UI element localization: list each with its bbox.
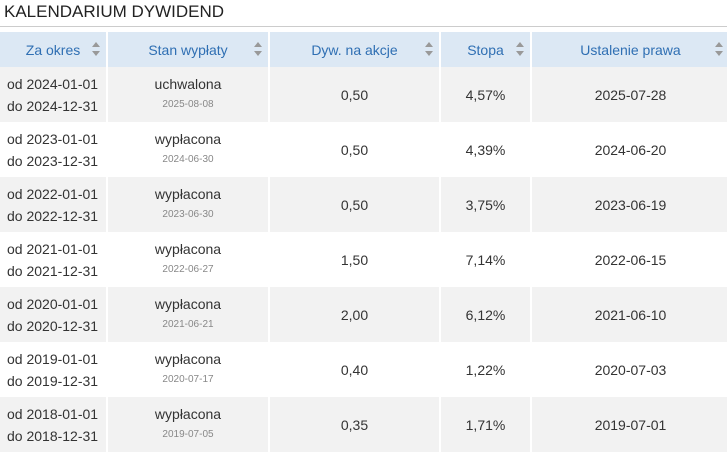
- period-from: od 2024-01-01: [7, 75, 99, 92]
- rate-cell: 1,22%: [465, 361, 506, 378]
- period-cell: od 2024-01-01 do 2024-12-31: [0, 67, 106, 122]
- table-body: od 2024-01-01 do 2024-12-31 uchwalona 2025-…: [0, 67, 727, 452]
- column-header[interactable]: Dyw. na akcje: [270, 32, 439, 67]
- table-row: od 2023-01-01 do 2023-12-31 wypłacona 2024-…: [0, 122, 727, 177]
- status-cell: wypłacona 2022-06-27: [108, 232, 268, 287]
- status: wypłacona: [154, 241, 222, 257]
- status-date: 2023-06-30: [162, 209, 214, 220]
- status: wypłacona: [154, 186, 222, 202]
- dividend-cell: 1,50: [340, 251, 369, 268]
- rate-cell: 7,14%: [465, 251, 506, 268]
- status-date: 2022-06-27: [162, 264, 214, 275]
- table-row: od 2021-01-01 do 2021-12-31 wypłacona 2022-…: [0, 232, 727, 287]
- period-cell: od 2023-01-01 do 2023-12-31: [0, 122, 106, 177]
- period-cell: od 2018-01-01 do 2018-12-31: [0, 397, 106, 452]
- dividend-cell: 2,00: [270, 287, 439, 342]
- header-row: Za okres Stan wypłaty Dyw. na akcje Stopa Us…: [0, 32, 727, 67]
- record-date-cell: 2023-06-19: [532, 177, 727, 232]
- sort-icon[interactable]: [715, 42, 723, 56]
- status-date: 2025-08-08: [162, 99, 214, 110]
- table-row: od 2020-01-01 do 2020-12-31 wypłacona 2021-…: [0, 287, 727, 342]
- period-to: do 2024-12-31: [7, 97, 99, 114]
- status: wypłacona: [154, 296, 222, 312]
- period-cell: od 2021-01-01 do 2021-12-31: [0, 232, 106, 287]
- period-from: od 2023-01-01: [7, 130, 99, 147]
- status-cell: wypłacona 2020-07-17: [108, 342, 268, 397]
- status-cell: wypłacona 2021-06-21: [108, 287, 268, 342]
- table-row: od 2022-01-01 do 2022-12-31 wypłacona 2023-…: [0, 177, 727, 232]
- sort-icon[interactable]: [516, 42, 524, 56]
- sort-icon[interactable]: [254, 42, 262, 56]
- sort-icon[interactable]: [92, 42, 100, 56]
- period-from: od 2022-01-01: [7, 185, 99, 202]
- dividend-cell: 0,50: [270, 67, 439, 122]
- rate-cell: 6,12%: [441, 287, 530, 342]
- column-header[interactable]: Ustalenie prawa: [532, 32, 727, 67]
- status-cell: wypłacona 2024-06-30: [108, 122, 268, 177]
- period-cell: od 2022-01-01 do 2022-12-31: [0, 177, 106, 232]
- header-label: Stan wypłaty: [148, 41, 228, 58]
- rate-cell: 1,71%: [441, 397, 530, 452]
- period-from: od 2021-01-01: [7, 240, 99, 257]
- status: wypłacona: [154, 131, 222, 147]
- status-cell: wypłacona 2019-07-05: [108, 397, 268, 452]
- record-date-cell: 2021-06-10: [532, 287, 727, 342]
- status-date: 2024-06-30: [162, 154, 214, 165]
- rate-cell: 3,75%: [441, 177, 530, 232]
- dividend-cell: 0,40: [340, 361, 369, 378]
- dividend-cell: 0,35: [270, 397, 439, 452]
- status: wypłacona: [154, 351, 222, 367]
- period-to: do 2018-12-31: [7, 427, 99, 444]
- period-to: do 2019-12-31: [7, 372, 99, 389]
- status-date: 2021-06-21: [162, 319, 214, 330]
- table-row: od 2018-01-01 do 2018-12-31 wypłacona 2019-…: [0, 397, 727, 452]
- status-date: 2019-07-05: [162, 429, 214, 440]
- sort-icon[interactable]: [425, 42, 433, 56]
- dividend-cell: 0,50: [270, 177, 439, 232]
- header-label: Dyw. na akcje: [311, 41, 398, 58]
- dividend-table: Za okres Stan wypłaty Dyw. na akcje Stopa Us…: [0, 32, 727, 452]
- period-cell: od 2020-01-01 do 2020-12-31: [0, 287, 106, 342]
- status-date: 2020-07-17: [162, 374, 214, 385]
- period-to: do 2023-12-31: [7, 152, 99, 169]
- period-from: od 2019-01-01: [7, 350, 99, 367]
- header-label: Za okres: [25, 41, 81, 58]
- period-to: do 2020-12-31: [7, 317, 99, 334]
- record-date-cell: 2024-06-20: [594, 141, 667, 158]
- period-to: do 2022-12-31: [7, 207, 99, 224]
- table-row: od 2024-01-01 do 2024-12-31 uchwalona 2025-…: [0, 67, 727, 122]
- status-cell: wypłacona 2023-06-30: [108, 177, 268, 232]
- column-header[interactable]: Za okres: [0, 32, 106, 67]
- period-from: od 2020-01-01: [7, 295, 99, 312]
- rate-cell: 4,57%: [441, 67, 530, 122]
- page-title: KALENDARIUM DYWIDEND: [0, 0, 727, 27]
- record-date-cell: 2022-06-15: [594, 251, 667, 268]
- status: uchwalona: [154, 76, 222, 92]
- header-label: Ustalenie prawa: [580, 41, 681, 58]
- period-from: od 2018-01-01: [7, 405, 99, 422]
- header-label: Stopa: [467, 41, 504, 58]
- table-row: od 2019-01-01 do 2019-12-31 wypłacona 2020-…: [0, 342, 727, 397]
- dividend-cell: 0,50: [340, 141, 369, 158]
- status: wypłacona: [154, 406, 222, 422]
- record-date-cell: 2019-07-01: [532, 397, 727, 452]
- record-date-cell: 2020-07-03: [594, 361, 667, 378]
- period-to: do 2021-12-31: [7, 262, 99, 279]
- column-header[interactable]: Stopa: [441, 32, 530, 67]
- status-cell: uchwalona 2025-08-08: [108, 67, 268, 122]
- rate-cell: 4,39%: [465, 141, 506, 158]
- record-date-cell: 2025-07-28: [532, 67, 727, 122]
- period-cell: od 2019-01-01 do 2019-12-31: [0, 342, 106, 397]
- column-header[interactable]: Stan wypłaty: [108, 32, 268, 67]
